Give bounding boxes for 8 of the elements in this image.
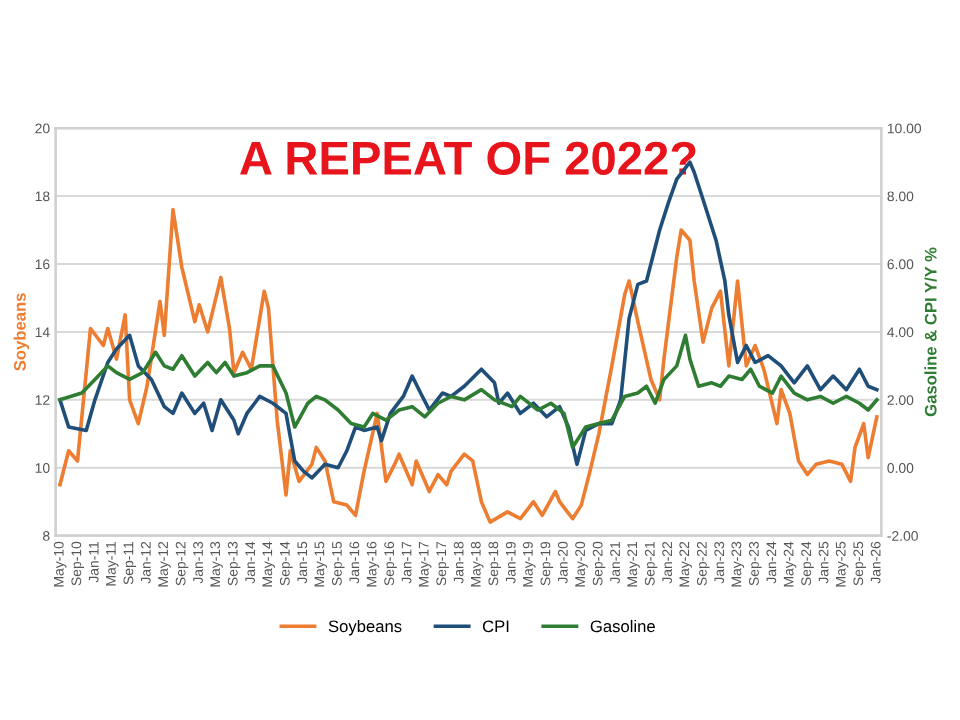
chart-title: A REPEAT OF 2022? — [240, 141, 696, 176]
legend-label: CPI — [482, 620, 509, 633]
line-series — [58, 207, 879, 524]
legend-label: Soybeans — [328, 619, 402, 636]
legend-label: Gasoline — [590, 619, 655, 633]
y2-axis-title: Gasoline & CPI Y/Y % — [924, 247, 937, 417]
y-axis-title: Soybeans — [13, 293, 30, 371]
line-series — [58, 333, 879, 450]
